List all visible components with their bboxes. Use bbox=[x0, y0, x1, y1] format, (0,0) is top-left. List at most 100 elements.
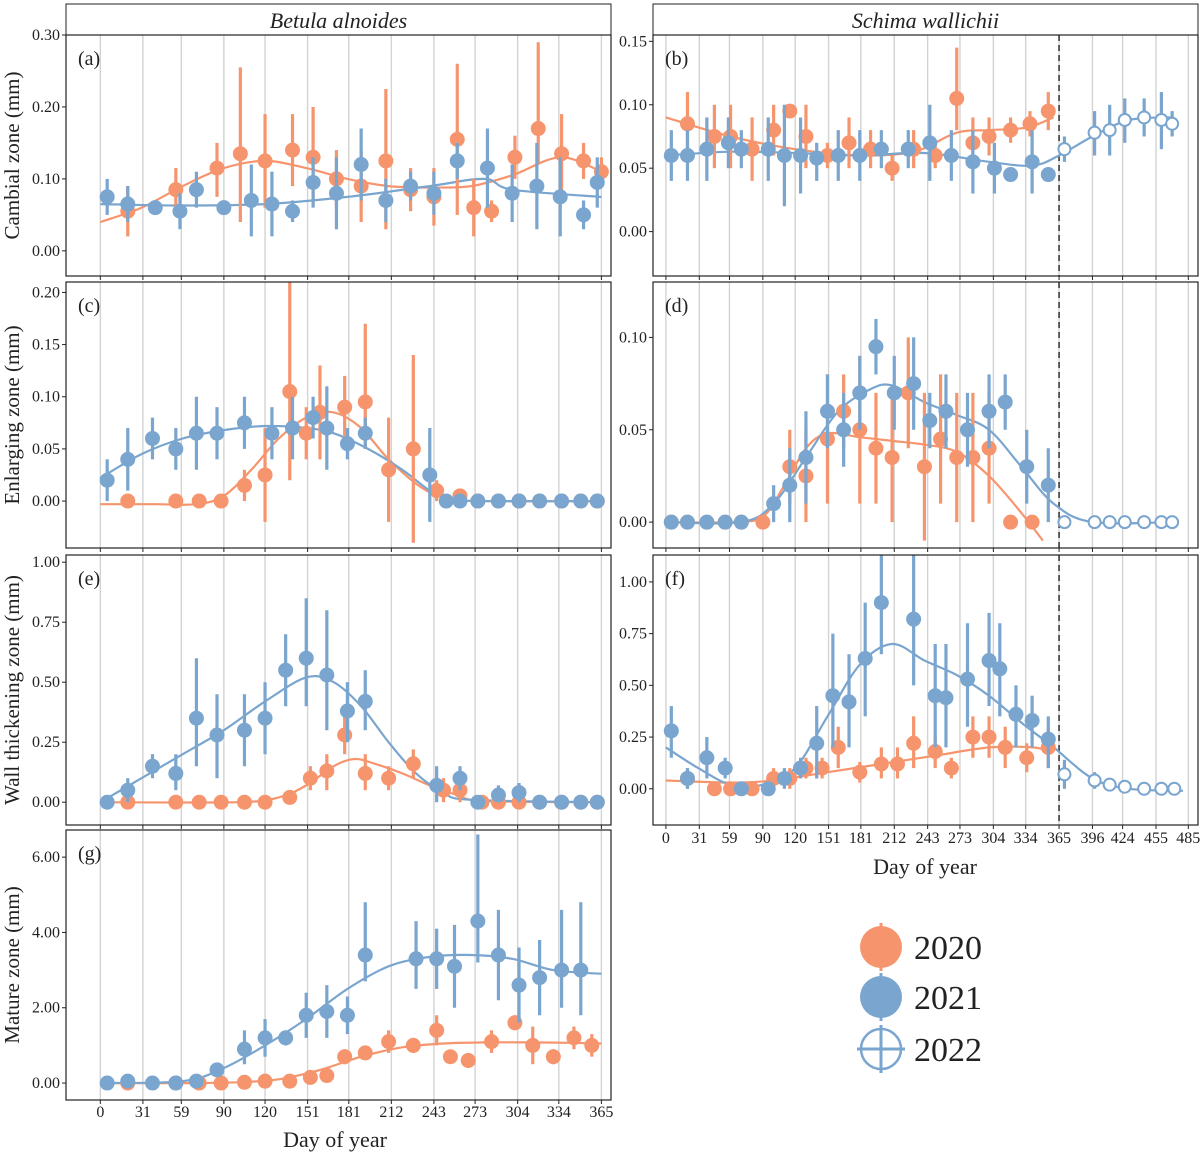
legend-label: 2020 bbox=[914, 930, 982, 967]
data-point-2020 bbox=[191, 794, 207, 810]
x-tick-label: 334 bbox=[1014, 830, 1038, 847]
x-tick-label: 212 bbox=[379, 1104, 403, 1121]
data-point-2020 bbox=[236, 477, 252, 493]
x-tick-label: 455 bbox=[1144, 830, 1168, 847]
y-tick-label: 0.00 bbox=[619, 224, 647, 241]
data-point-2021 bbox=[168, 765, 184, 781]
data-point-2021 bbox=[511, 785, 527, 801]
data-point-2021 bbox=[733, 514, 749, 530]
data-point-2021 bbox=[720, 135, 736, 151]
panel-tag: (a) bbox=[78, 48, 100, 70]
data-point-2020 bbox=[706, 781, 722, 797]
data-point-2021 bbox=[1003, 167, 1019, 183]
x-tick-label: 59 bbox=[721, 830, 737, 847]
y-tick-label: 0.05 bbox=[619, 422, 647, 439]
data-point-2021 bbox=[422, 467, 438, 483]
y-tick-label: 0.00 bbox=[32, 493, 60, 510]
data-point-2020 bbox=[1022, 116, 1038, 132]
y-tick-label: 0.10 bbox=[619, 97, 647, 114]
plot-area bbox=[99, 282, 605, 543]
data-point-2021 bbox=[717, 514, 733, 530]
legend-label: 2021 bbox=[914, 980, 982, 1017]
data-point-2020 bbox=[357, 394, 373, 410]
data-point-2022 bbox=[1137, 515, 1152, 530]
data-point-2020 bbox=[766, 122, 782, 138]
data-point-2021 bbox=[679, 148, 695, 163]
data-point-2022 bbox=[1087, 773, 1102, 788]
y-axis-title: Wall thickening zone (mm) bbox=[0, 575, 24, 805]
data-point-2022 bbox=[1154, 781, 1169, 796]
data-point-2020 bbox=[755, 514, 771, 530]
data-point-2021 bbox=[209, 425, 225, 441]
data-point-2021 bbox=[188, 425, 204, 441]
data-point-2020 bbox=[868, 440, 884, 456]
legend: 2020 2021 2022 bbox=[857, 923, 982, 1073]
data-point-2021 bbox=[120, 782, 136, 798]
data-point-2021 bbox=[264, 425, 280, 441]
data-point-2021 bbox=[120, 451, 136, 467]
data-point-2021 bbox=[852, 148, 868, 163]
x-axis-ticks-betula: 0 31 59 90 120 151 181 212 243 273 304 334 365 bbox=[96, 1104, 613, 1121]
legend-marker bbox=[860, 926, 902, 968]
data-point-2020 bbox=[484, 1034, 500, 1050]
data-point-2021 bbox=[257, 710, 273, 726]
data-point-2020 bbox=[997, 739, 1013, 755]
data-point-2021 bbox=[1040, 167, 1056, 183]
plot-area bbox=[663, 318, 1180, 542]
data-point-2021 bbox=[429, 777, 445, 793]
data-point-2021 bbox=[188, 182, 204, 198]
data-point-2021 bbox=[852, 385, 868, 401]
data-point-2021 bbox=[793, 760, 809, 776]
x-tick-label: 90 bbox=[755, 830, 771, 847]
data-point-2021 bbox=[1008, 706, 1024, 722]
data-point-2021 bbox=[99, 189, 115, 205]
data-point-2020 bbox=[1024, 514, 1040, 530]
y-tick-label: 0.50 bbox=[619, 677, 647, 694]
legend-label: 2022 bbox=[914, 1032, 982, 1069]
data-point-2021 bbox=[986, 160, 1002, 176]
data-point-2020 bbox=[282, 384, 298, 400]
x-tick-label: 151 bbox=[296, 1104, 320, 1121]
data-point-2021 bbox=[168, 441, 184, 457]
data-point-2021 bbox=[532, 970, 548, 986]
data-point-2020 bbox=[257, 1073, 273, 1089]
plot-area bbox=[99, 598, 605, 810]
data-point-2021 bbox=[830, 148, 846, 163]
data-point-2021 bbox=[766, 496, 782, 512]
x-tick-label: 59 bbox=[173, 1104, 189, 1121]
data-point-2020 bbox=[965, 449, 981, 465]
y-tick-label: 0.00 bbox=[619, 781, 647, 798]
data-point-2020 bbox=[798, 128, 814, 144]
y-tick-label: 4.00 bbox=[32, 924, 60, 941]
data-point-2020 bbox=[298, 425, 314, 441]
x-tick-label: 365 bbox=[1047, 830, 1071, 847]
y-tick-label: 1.00 bbox=[619, 574, 647, 591]
y-tick-label: 0.10 bbox=[32, 389, 60, 406]
data-point-2021 bbox=[99, 794, 115, 810]
y-axis-title: Cambial zone (mm) bbox=[0, 72, 24, 240]
data-point-2021 bbox=[403, 178, 419, 194]
data-point-2021 bbox=[470, 493, 486, 509]
y-axis-title: Enlarging zone (mm) bbox=[0, 325, 24, 504]
data-point-2021 bbox=[589, 174, 605, 190]
strip-label-betula: Betula alnoides bbox=[270, 8, 407, 33]
data-point-2021 bbox=[278, 662, 294, 678]
data-point-2020 bbox=[442, 1049, 458, 1065]
data-point-2022 bbox=[1137, 781, 1152, 796]
data-point-2020 bbox=[576, 153, 592, 169]
data-point-2021 bbox=[285, 420, 301, 436]
y-tick-label: 0.75 bbox=[32, 614, 60, 631]
data-point-2021 bbox=[836, 422, 852, 438]
fit-curve-2021 bbox=[665, 642, 1183, 792]
data-point-2021 bbox=[554, 794, 570, 810]
data-point-2021 bbox=[504, 185, 520, 201]
data-point-2021 bbox=[144, 1075, 160, 1091]
strip-label-schima: Schima wallichii bbox=[852, 8, 999, 33]
y-tick-label: 0.15 bbox=[32, 337, 60, 354]
data-point-2022 bbox=[1117, 515, 1132, 530]
plot-area bbox=[663, 47, 1180, 207]
x-tick-label: 212 bbox=[882, 830, 906, 847]
data-point-2021 bbox=[429, 951, 445, 967]
data-point-2020 bbox=[257, 153, 273, 169]
data-point-2021 bbox=[1019, 459, 1035, 475]
